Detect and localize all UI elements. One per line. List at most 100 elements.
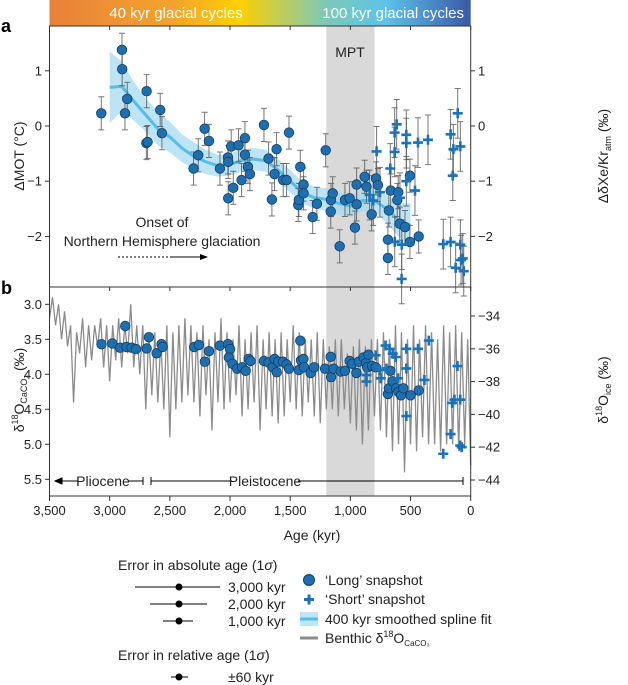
short-snapshot-point (450, 262, 461, 273)
y-tick-label-right: −2 (478, 229, 493, 244)
y-tick-label-right: −42 (478, 440, 500, 455)
glacial-cycle-colorbar: 40 kyr glacial cycles 100 kyr glacial cy… (49, 0, 471, 26)
long-snapshot-point (295, 161, 306, 173)
ylabel-sup: 18 (594, 406, 604, 416)
long-snapshot-point (116, 44, 128, 56)
short-snapshot-point (455, 394, 466, 405)
long-snapshot-point (271, 367, 282, 378)
short-snapshot-point (401, 343, 412, 354)
y-tick-label-right: 1 (478, 63, 485, 78)
short-snapshot-point (445, 236, 456, 247)
long-snapshot-point (193, 339, 205, 351)
long-snapshot-point (393, 187, 404, 198)
long-snapshot-point (228, 182, 239, 194)
x-tick-label: 0 (467, 503, 474, 518)
long-snapshot-point (119, 108, 131, 119)
ylabel-sup: 18 (10, 414, 20, 424)
long-snapshot-point (334, 241, 345, 252)
pliocene-label: Pliocene (76, 473, 130, 489)
long-snapshot-point (320, 145, 331, 156)
y-tick-label: 1 (35, 63, 42, 78)
short-snapshot-point (401, 176, 412, 187)
onset-label-line1: Onset of (136, 214, 189, 230)
benthic-d18o-line (48, 297, 472, 473)
long-snapshot-point (203, 346, 215, 357)
y-tick-label: −1 (27, 174, 42, 189)
long-snapshot-point (295, 335, 306, 346)
long-snapshot-point (399, 221, 411, 233)
short-snapshot-point (445, 129, 456, 140)
long-snapshot-point (383, 205, 395, 216)
long-snapshot-point (155, 104, 166, 116)
long-snapshot-point (298, 188, 309, 199)
short-snapshot-point (370, 350, 381, 361)
short-snapshot-point (390, 352, 401, 362)
short-snapshot-point (396, 273, 407, 284)
long-snapshot-point (351, 179, 362, 190)
long-snapshot-point (404, 236, 416, 248)
ylabel-o: O (595, 395, 611, 406)
short-snapshot-point (394, 192, 405, 203)
long-snapshot-point (239, 149, 251, 160)
legend-abs-3000: 3,000 kyr (135, 579, 286, 595)
long-snapshot-point (193, 150, 204, 161)
ylabel-unit: (‰) (595, 356, 611, 383)
y-tick-label: 0 (35, 119, 42, 134)
y-tick-label: 4.0 (24, 367, 42, 382)
long-snapshot-point (281, 174, 292, 186)
long-snapshot-point (351, 199, 362, 210)
long-snapshot-point (245, 355, 256, 367)
short-snapshot-point (456, 255, 467, 266)
short-snapshot-point (412, 137, 423, 148)
ylabel-right-main: ΔδXe/Kr (595, 151, 611, 203)
long-snapshot-point (96, 339, 107, 350)
long-snapshot-point (122, 93, 133, 105)
legend-abs-2000: 2,000 kyr (150, 596, 286, 612)
ylabel-right-sub: atm (603, 136, 613, 151)
y-tick-label: 4.5 (24, 402, 42, 417)
short-snapshot-point (409, 185, 420, 196)
long-snapshot-point (223, 193, 234, 204)
panel-a-ylabel: ΔMOT (°C) (11, 121, 27, 190)
short-snapshot-point (401, 138, 412, 149)
long-snapshot-point (151, 348, 162, 359)
y-tick-label: −2 (27, 229, 42, 244)
svg-text:2,000 kyr: 2,000 kyr (228, 596, 286, 612)
short-snapshot-point (412, 343, 423, 354)
long-snapshot-point (263, 153, 274, 164)
short-snapshot-point (452, 361, 463, 372)
legend-rel-title: Error in relative age (1σ) (118, 647, 270, 663)
long-snapshot-point (405, 390, 416, 401)
long-snapshot-point (298, 179, 309, 190)
y-tick-label-right: −34 (478, 309, 500, 324)
x-tick-label: 3,000 (93, 503, 126, 518)
panel-b-plot (48, 297, 472, 473)
y-tick-label-right: −36 (478, 341, 500, 356)
long-snapshot-point (325, 206, 336, 217)
short-snapshot-point (391, 119, 402, 130)
short-snapshot-point (393, 373, 404, 384)
long-snapshot-point (143, 332, 155, 343)
long-snapshot-point (203, 135, 215, 147)
long-snapshot-point (188, 163, 199, 174)
short-snapshot-point (455, 239, 466, 250)
ylabel-right-unit: (‰) (595, 109, 611, 136)
long-snapshot-point (266, 194, 278, 205)
long-snapshot-point (244, 168, 256, 180)
ylabel-delta: δ (595, 416, 611, 424)
short-snapshot-point (381, 363, 392, 374)
x-tick-label: 2,500 (154, 503, 187, 518)
long-snapshot-point (361, 181, 372, 192)
x-tick-label: 1,000 (334, 503, 367, 518)
long-snapshot-point (214, 163, 226, 174)
epoch-annotation (53, 477, 464, 485)
short-snapshot-point (371, 146, 382, 157)
panel-b-frame (49, 286, 472, 497)
svg-text:1,000 kyr: 1,000 kyr (228, 613, 286, 629)
long-snapshot-point (239, 132, 251, 144)
y-tick-label-right: −1 (478, 174, 493, 189)
ylabel-sub: CaCO₃ (19, 375, 29, 404)
long-snapshot-point (349, 222, 361, 233)
long-snapshot-point (199, 356, 211, 367)
